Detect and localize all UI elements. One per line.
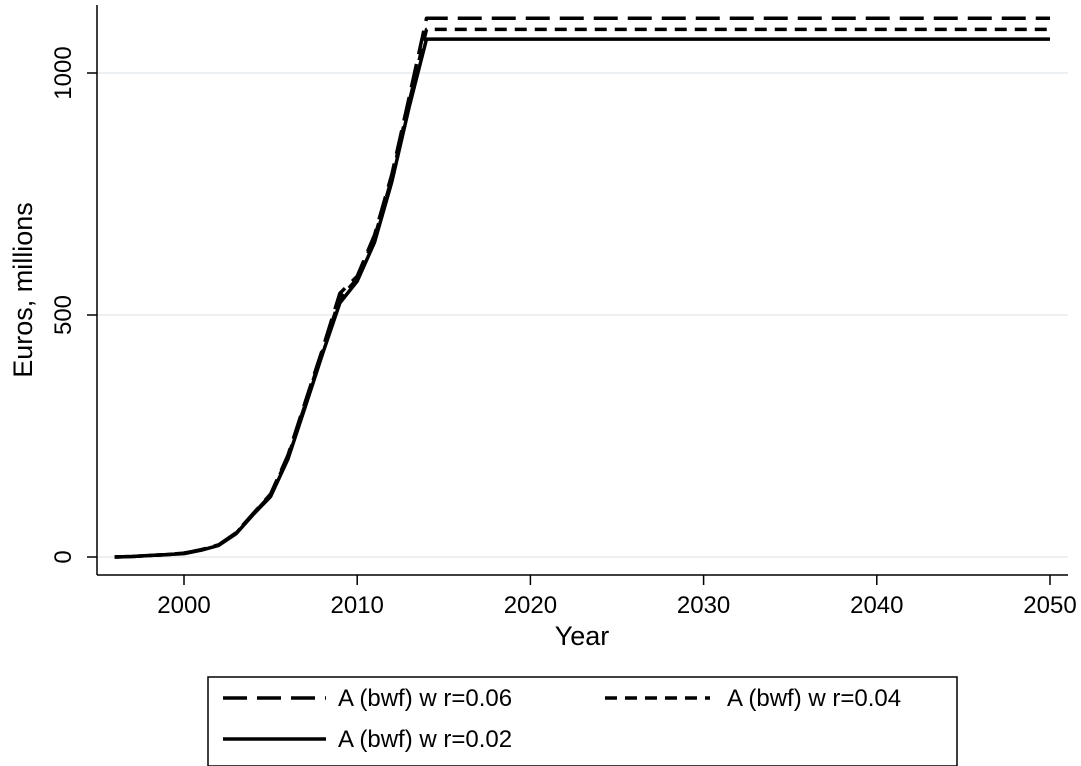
- series-line-r002: [114, 37, 1050, 559]
- grid-lines: [97, 72, 1068, 558]
- legend: A (bwf) w r=0.06 A (bwf) w r=0.04 A (bwf…: [207, 676, 958, 766]
- x-tick-label: 2000: [157, 592, 210, 619]
- y-tick-label: 0: [50, 550, 77, 563]
- x-tick-label: 2040: [850, 592, 903, 619]
- x-tick-label: 2010: [331, 592, 384, 619]
- x-axis-title: Year: [555, 621, 610, 651]
- x-tick-label: 2020: [504, 592, 557, 619]
- y-tick-label: 1000: [50, 46, 77, 99]
- series-line-r006: [114, 16, 1050, 559]
- x-tick-label: 2050: [1023, 592, 1076, 619]
- y-tick-label: 500: [50, 295, 77, 335]
- y-axis-title: Euros, millions: [8, 202, 38, 378]
- ticks: 0 500 1000 2000 2010 2020 2030 2040 2050: [50, 46, 1077, 619]
- legend-label-r004: A (bwf) w r=0.04: [727, 685, 901, 712]
- x-tick-label: 2030: [677, 592, 730, 619]
- legend-label-r002: A (bwf) w r=0.02: [338, 726, 512, 753]
- series-line-r004: [114, 27, 1050, 559]
- legend-label-r006: A (bwf) w r=0.06: [338, 685, 512, 712]
- axes: [96, 5, 1068, 576]
- series-lines: [114, 16, 1050, 559]
- legend-box: [207, 676, 958, 766]
